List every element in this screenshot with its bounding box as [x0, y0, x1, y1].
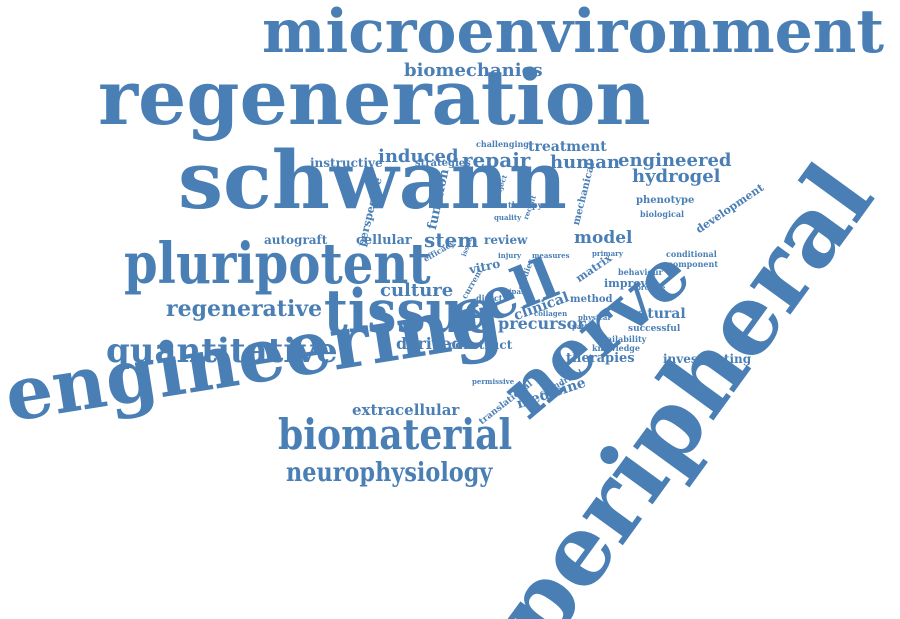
word-measures: measures [532, 251, 570, 260]
word-repair: repair [462, 148, 531, 172]
word-biological: biological [640, 209, 685, 219]
word-injury: injury [498, 251, 522, 260]
word-biomaterial: biomaterial [278, 410, 513, 459]
word-extracellular: extracellular [352, 401, 460, 419]
word-engineered: engineered [618, 150, 732, 171]
word-pluripotent: pluripotent [124, 231, 431, 297]
word-challenging: challenging [476, 139, 529, 149]
word-human: human [550, 152, 620, 173]
word-quality: quality [494, 213, 522, 222]
word-regeneration: regeneration [98, 53, 651, 142]
word-availability: availability [597, 334, 647, 344]
word-successful: successful [628, 324, 681, 334]
word-construct: construct [448, 338, 513, 352]
word-patient: patient [572, 322, 601, 331]
word-regenerative: regenerative [166, 296, 323, 322]
word-component: component [668, 259, 719, 269]
word-improve: improve [604, 277, 655, 290]
word-direct: direct [476, 293, 503, 303]
word-autograft: autograft [264, 233, 328, 247]
word-hydrogel: hydrogel [632, 166, 721, 187]
word-knowledge: knowledge [592, 343, 640, 353]
word-phenotype: phenotype [636, 195, 695, 206]
word-review: review [484, 233, 528, 247]
word-permissive: permissive [472, 377, 515, 386]
word-collagen: collagen [534, 309, 568, 318]
word-schwann: schwann [178, 133, 567, 227]
word-instructive: instructive [310, 156, 383, 170]
word-derived: derived [396, 334, 463, 353]
word-cellular: cellular [356, 233, 412, 248]
word-induced: induced [378, 146, 459, 167]
word-treatment: treatment [528, 139, 607, 155]
word-neurophysiology: neurophysiology [286, 458, 493, 488]
word-biomechanics: biomechanics [404, 60, 543, 81]
word-method: method [570, 294, 613, 305]
word-therapy: therapy [508, 200, 543, 210]
word-quantitative: quantitative [106, 331, 338, 371]
word-strategies: strategies [415, 158, 471, 169]
word-tissue: tissue [324, 277, 496, 347]
word-physical: physical [578, 313, 611, 322]
word-behaviour: behaviour [618, 267, 663, 277]
word-provide: provide [636, 283, 666, 292]
word-microenvironment: microenvironment [262, 0, 885, 67]
word-investigating: investigating [663, 352, 752, 366]
word-model: model [574, 228, 633, 248]
word-bipass: bipass [504, 287, 529, 296]
word-primary: primary [592, 249, 623, 258]
word-conditional: conditional [666, 249, 717, 259]
word-precursor: precursor [498, 314, 586, 333]
word-therapies: therapies [566, 351, 635, 366]
word-stem: stem [424, 228, 479, 252]
word-culture: culture [380, 280, 454, 301]
word-natural: natural [628, 306, 686, 322]
